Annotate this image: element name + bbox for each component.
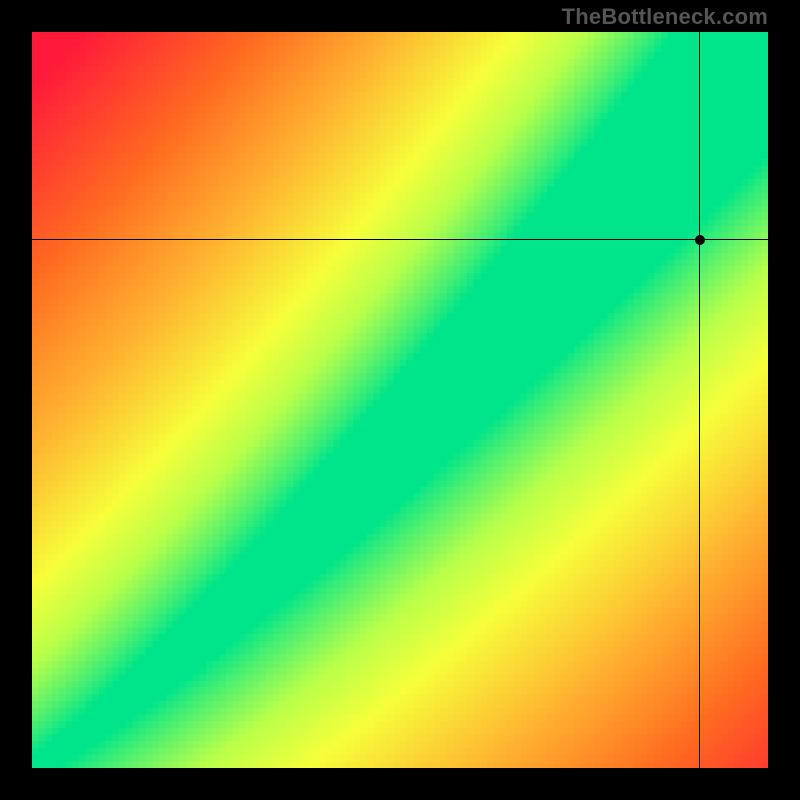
crosshair-marker [695,235,705,245]
chart-container: TheBottleneck.com [0,0,800,800]
bottleneck-heatmap [32,32,768,768]
crosshair-vertical [699,32,700,768]
watermark-text: TheBottleneck.com [562,4,768,30]
crosshair-horizontal [32,239,768,240]
